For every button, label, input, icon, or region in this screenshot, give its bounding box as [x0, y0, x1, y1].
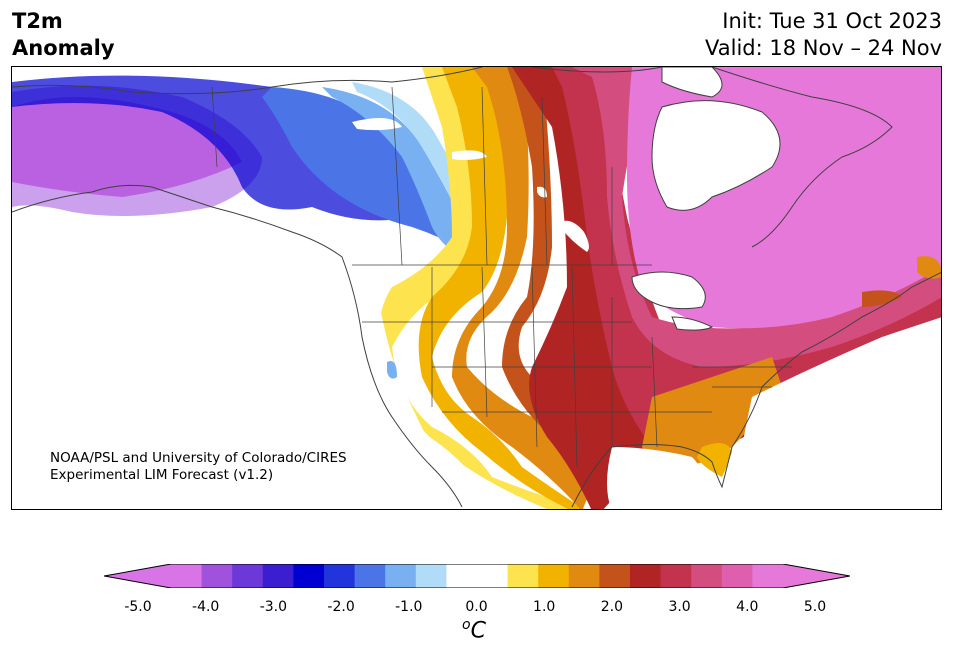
- valid-range: Valid: 18 Nov – 24 Nov: [705, 36, 942, 60]
- colorbar-tick-label: -5.0: [124, 599, 152, 615]
- colorbar-unit: oC: [462, 617, 486, 643]
- hot-red: [512, 67, 762, 509]
- colorbar-bin: [385, 564, 417, 588]
- colorbar-bin: [262, 564, 294, 588]
- colorbar-bin: [752, 564, 784, 588]
- colorbar-bin: [415, 564, 447, 588]
- florida-yellow: [697, 443, 732, 477]
- arctic-water: [661, 67, 723, 98]
- canada-cool-blue: [262, 87, 467, 252]
- map-canvas: [12, 67, 941, 509]
- white-streak-1: [352, 118, 402, 131]
- unit-celsius: C: [470, 618, 486, 644]
- lake-winnipeg: [560, 220, 589, 252]
- white-streak-2: [452, 150, 487, 161]
- colorbar-tick-label: 3.0: [668, 599, 691, 615]
- colorbar-max-arrow: [783, 564, 850, 588]
- colorbar-bin: [293, 564, 325, 588]
- title-line-1: T2m: [12, 9, 63, 33]
- colorbar-tick-label: 1.0: [533, 599, 556, 615]
- colorbar-bin: [691, 564, 723, 588]
- gulf-water: [607, 447, 706, 509]
- nova-scotia-orange: [917, 256, 941, 279]
- atlantic-water: [732, 317, 941, 509]
- chart-title: T2m Anomaly: [12, 8, 115, 62]
- colorbar-bin: [477, 564, 509, 588]
- unit-degree: o: [462, 617, 471, 633]
- great-lakes: [631, 271, 714, 331]
- colorbar: [103, 563, 851, 589]
- colorbar-bin: [599, 564, 631, 588]
- colorbar-tick-label: -4.0: [192, 599, 220, 615]
- colorbar-tick-label: -1.0: [395, 599, 423, 615]
- very-hot-crimson: [552, 67, 941, 447]
- colorbar-bin: [201, 564, 233, 588]
- colorbar-svg: [103, 563, 851, 589]
- mexico-neutral: [402, 427, 510, 509]
- coastlines: [12, 67, 941, 508]
- maritimes-orange: [862, 290, 902, 307]
- colorbar-min-arrow: [104, 564, 171, 588]
- hot-pink: [572, 67, 941, 367]
- colorbar-bin: [324, 564, 356, 588]
- forecast-dates: Init: Tue 31 Oct 2023 Valid: 18 Nov – 24…: [705, 8, 942, 62]
- colorbar-bin: [568, 564, 600, 588]
- colorbar-tick-label: 5.0: [803, 599, 827, 615]
- colorbar-bin: [171, 564, 203, 588]
- colorbar-tick-label: 0.0: [465, 599, 488, 615]
- colorbar-tick-label: 4.0: [736, 599, 759, 615]
- colorbar-bin: [507, 564, 539, 588]
- colorbar-tick-label: -2.0: [327, 599, 355, 615]
- anomaly-map: NOAA/PSL and University of Colorado/CIRE…: [11, 66, 942, 510]
- credit-text: NOAA/PSL and University of Colorado/CIRE…: [50, 450, 347, 484]
- title-line-2: Anomaly: [12, 36, 115, 60]
- colorbar-bin: [721, 564, 753, 588]
- colorbar-bin: [660, 564, 692, 588]
- credit-line-2: Experimental LIM Forecast (v1.2): [50, 467, 274, 483]
- colorbar-tick-label: -3.0: [259, 599, 288, 615]
- colorbar-bin: [232, 564, 264, 588]
- colorbar-bin: [446, 564, 478, 588]
- political-borders: [211, 86, 792, 468]
- warm-orange-band: [418, 67, 584, 509]
- cool-spot: [387, 361, 397, 379]
- canada-light-blue: [322, 87, 476, 257]
- warm-rust: [492, 67, 606, 509]
- hudson-bay: [651, 100, 781, 211]
- colorbar-tick-label: 2.0: [600, 599, 624, 615]
- colorbar-bin: [630, 564, 662, 588]
- credit-line-1: NOAA/PSL and University of Colorado/CIRE…: [50, 450, 347, 466]
- warm-dark-orange: [452, 67, 592, 509]
- init-date: Init: Tue 31 Oct 2023: [722, 9, 942, 33]
- colorbar-bin: [538, 564, 570, 588]
- colorbar-bin: [354, 564, 386, 588]
